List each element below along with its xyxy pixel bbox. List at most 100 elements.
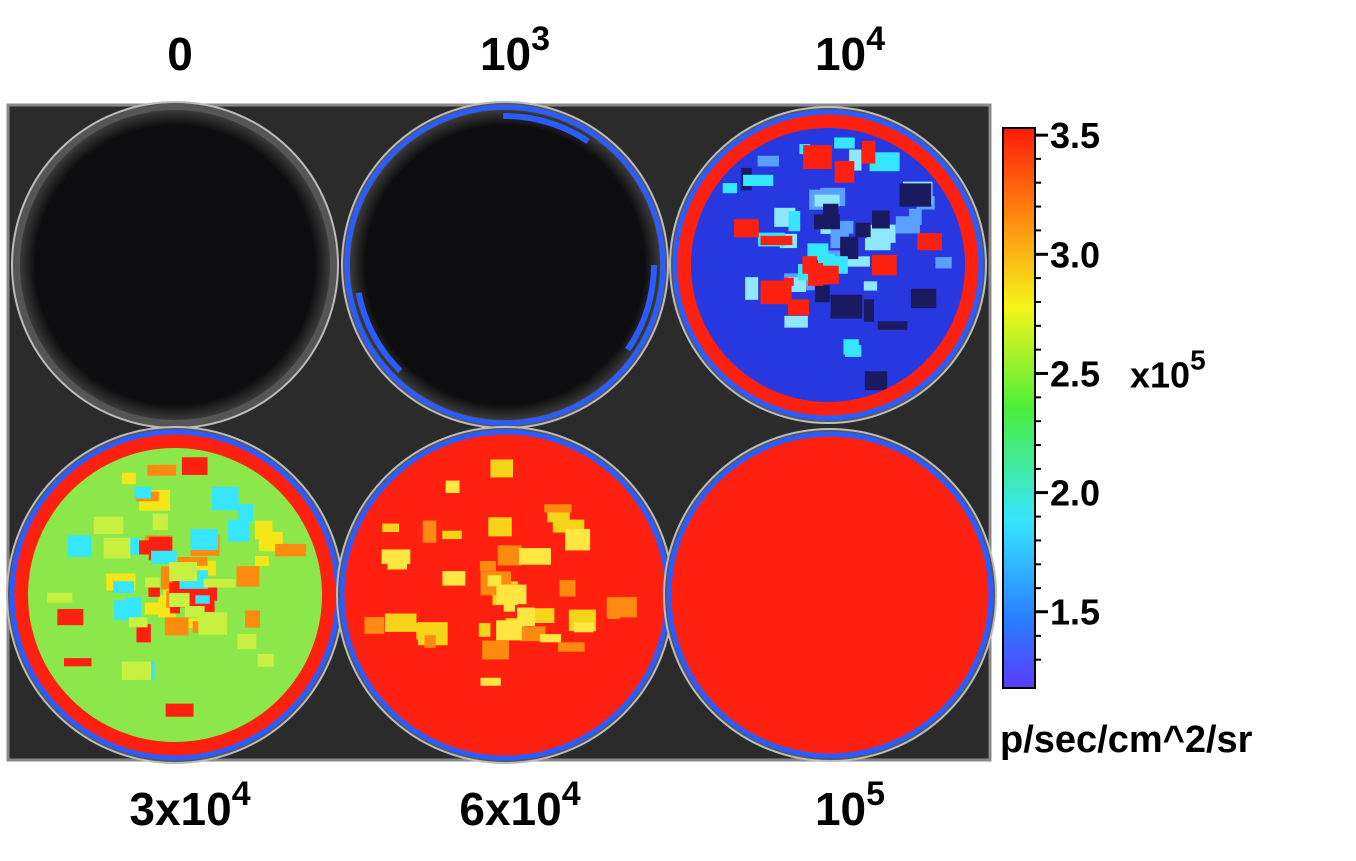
signal-patch [488,575,502,586]
signal-patch [94,517,124,534]
tick-label: 3.0 [1050,234,1100,275]
signal-patch [878,321,908,330]
label-exponent: 5 [866,775,885,813]
signal-patch [835,161,855,183]
signal-patch [498,545,522,565]
tick-label: 2.5 [1050,353,1100,394]
signal-patch [204,579,236,588]
tick-label: 1.5 [1050,592,1100,633]
label-base: 10 [815,783,866,835]
signal-patch [145,578,160,588]
signal-patch [446,481,460,493]
signal-patch [238,504,253,521]
signal-patch [803,145,832,169]
multiplier-exponent: 5 [1190,344,1206,375]
signal-patch [275,544,306,556]
signal-patch [147,465,176,476]
signal-patch [148,588,159,597]
signal-patch [169,562,197,581]
signal-patch [122,662,151,680]
label-base: 10 [815,28,866,80]
figure: 01031043x1046x1041051.52.02.53.03.5x105p… [0,0,1356,861]
signal-patch [574,622,594,632]
signal-patch [544,504,571,512]
signal-patch [743,175,773,186]
label-base: 0 [167,28,193,80]
signal-patch [607,597,637,617]
signal-patch [129,617,148,627]
signal-patch [558,642,584,651]
signal-patch [488,517,512,536]
label-base: 10 [480,28,531,80]
signal-patch [255,521,272,540]
label-exponent: 3 [531,20,550,58]
signal-patch [166,704,194,717]
signal-patch [734,219,759,237]
signal-patch [182,457,208,475]
well-label: 6x104 [459,775,580,835]
wells [7,102,996,763]
signal-patch [442,531,462,539]
signal-patch [900,183,932,206]
well [20,110,330,420]
signal-patch [834,138,855,149]
signal-patch [64,658,92,666]
signal-patch [784,316,808,328]
signal-patch [67,535,91,557]
signal-patch [479,623,491,637]
signal-patch [364,617,384,634]
signal-patch [480,561,496,571]
signal-patch [831,295,863,319]
signal-patch [865,371,887,390]
colorbar [1003,128,1035,688]
signal-patch [191,529,219,550]
signal-patch [237,634,256,649]
signal-patch [862,141,875,164]
well-label: 0 [167,28,193,80]
signal-patch [212,487,239,511]
signal-patch [153,514,168,531]
signal-patch [198,612,227,634]
unit-label: p/sec/cm^2/sr [1000,719,1253,761]
signal-patch [496,620,522,640]
signal-patch [843,339,858,354]
signal-patch [57,609,83,625]
signal-patch [113,581,134,593]
signal-patch [151,551,177,564]
signal-patch [840,237,858,259]
signal-patch [114,600,136,620]
signal-patch [823,266,839,284]
label-exponent: 4 [562,775,581,813]
well-label: 3x104 [129,775,250,835]
signal-patch [195,595,209,603]
label-exponent: 4 [232,775,251,813]
signal-patch [864,299,874,322]
signal-patch [855,223,870,237]
signal-patch [935,257,951,268]
signal-patch [519,548,551,565]
signal-patch [228,520,249,542]
signal-patch [872,255,897,275]
signal-patch [165,617,189,635]
signal-patch [490,459,513,477]
signal-patch [896,216,920,233]
signal-patch [760,236,792,245]
signal-patch [540,634,561,642]
tick-label: 3.5 [1050,115,1100,156]
well-label: 103 [480,20,550,80]
signal-patch [255,556,269,566]
signal-patch [761,281,792,305]
signal-patch [808,263,823,286]
signal-patch [917,233,942,250]
signal-patch [122,473,136,484]
signal-patch [758,156,779,167]
signal-patch [423,521,437,543]
signal-patch [789,211,801,231]
signal-patch [814,214,840,229]
signal-patch [424,635,435,648]
label-base: 3x10 [129,783,231,835]
signal-patch [47,593,72,603]
label-exponent: 4 [866,20,885,58]
signal-patch [815,285,830,302]
signal-patch [565,529,590,550]
